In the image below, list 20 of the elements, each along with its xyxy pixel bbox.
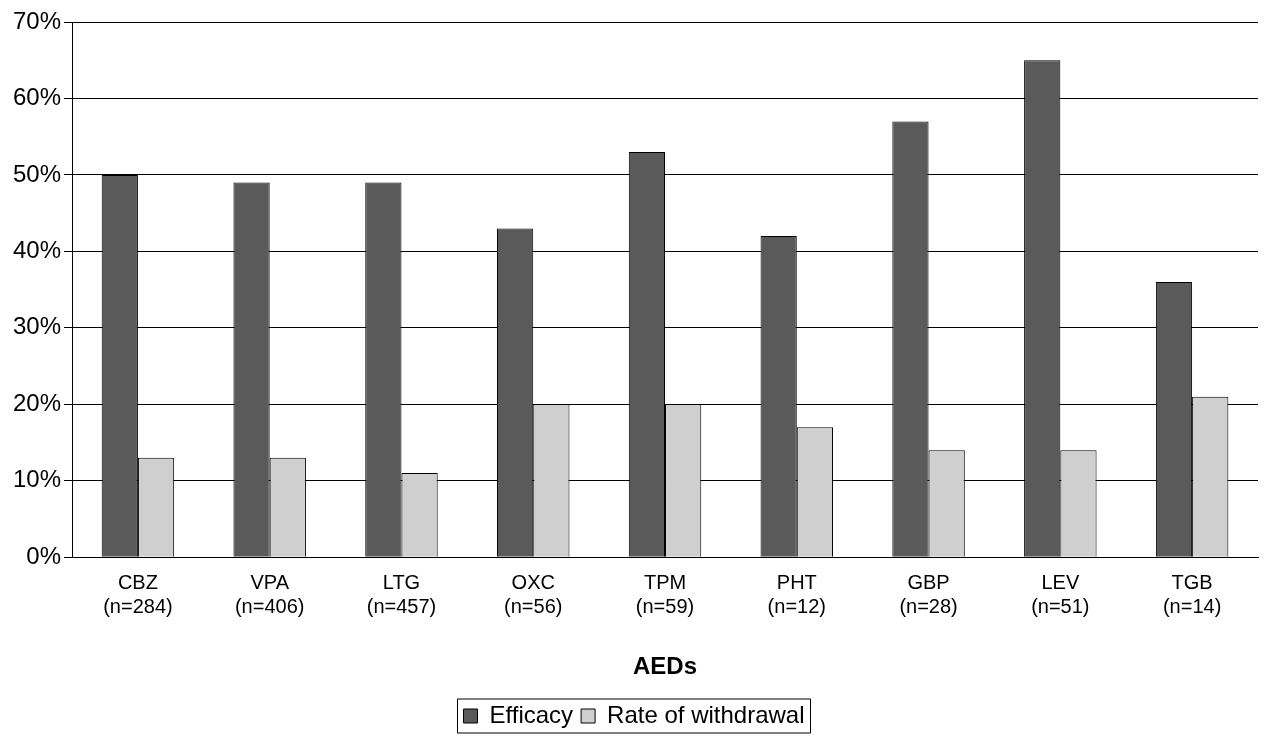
legend-label: Efficacy (489, 700, 574, 728)
x-axis-title: AEDs (633, 652, 698, 680)
x-tick-label: VPA (n=406) (234, 570, 305, 617)
x-tick-label: LTG (n=457) (366, 570, 437, 617)
y-tick-label: 10% (12, 465, 62, 493)
x-tick-label: OXC (n=56) (504, 570, 563, 617)
x-tick-label: TPM (n=59) (635, 570, 695, 617)
y-tick-label: 30% (12, 312, 62, 340)
x-tick-label: LEV (n=51) (1031, 570, 1090, 617)
y-tick-label: 70% (12, 6, 62, 34)
y-tick-label: 40% (12, 236, 62, 263)
x-tick-label: GBP (n=28) (899, 570, 958, 617)
x-tick-label: CBZ (n=284) (103, 570, 173, 617)
y-tick-label: 50% (12, 159, 62, 187)
y-tick-label: 0% (26, 541, 62, 569)
y-tick-label: 20% (12, 388, 62, 416)
x-tick-label: TGB (n=14) (1162, 570, 1222, 617)
x-tick-label: PHT (n=12) (767, 570, 826, 617)
y-tick-label: 60% (12, 83, 62, 111)
legend-label: Rate of withdrawal (607, 700, 805, 728)
